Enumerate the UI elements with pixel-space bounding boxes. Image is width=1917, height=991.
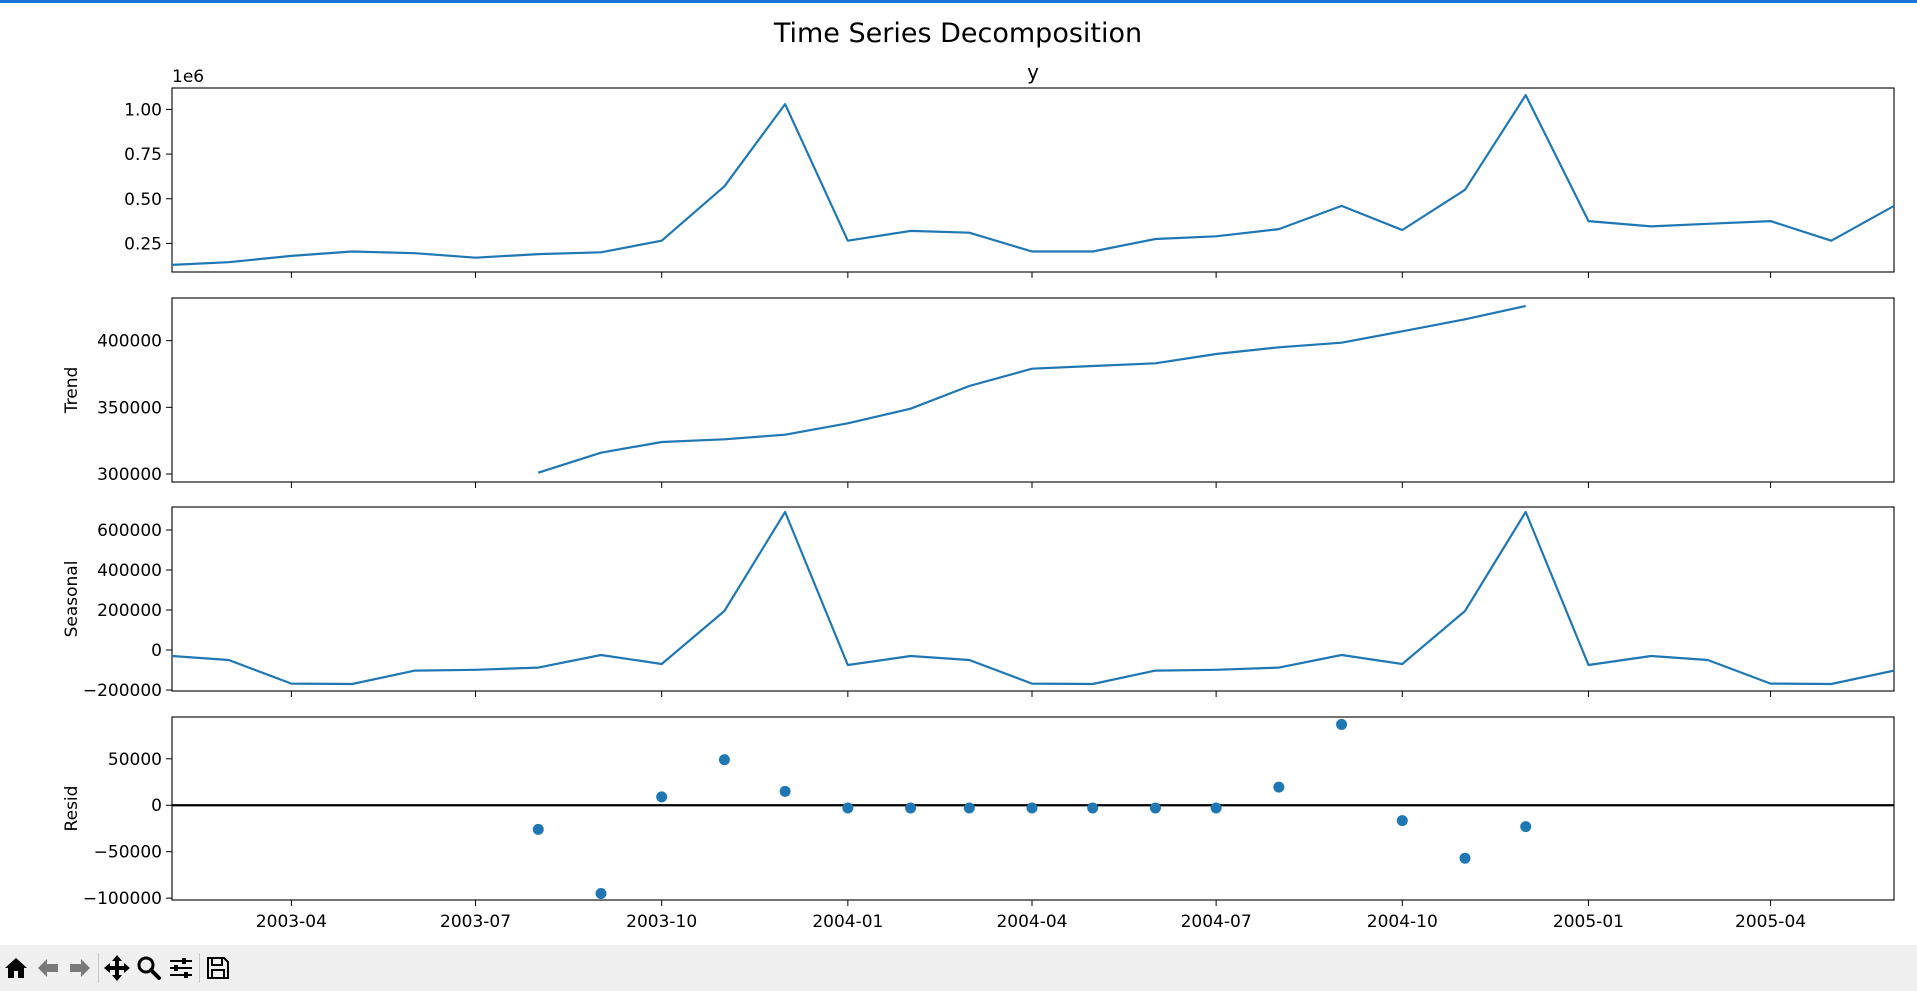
save-button[interactable] [202, 950, 234, 986]
y-axis-label: Resid [62, 786, 82, 832]
y-tick-label: 600000 [97, 521, 162, 541]
y-tick-label: 200000 [97, 601, 162, 621]
home-icon [5, 958, 27, 978]
subplot-1: 300000 350000 400000 Trend [62, 297, 1895, 488]
x-tick-label: 2005-01 [1553, 912, 1624, 932]
y-offset-label: 1e6 [172, 67, 204, 87]
y-tick-label: 0 [151, 641, 162, 661]
plot-area [172, 93, 1894, 266]
resid-point [595, 887, 607, 899]
resid-point [1520, 821, 1532, 833]
resid-point [842, 802, 854, 814]
home-button[interactable] [0, 950, 32, 986]
subplot-title: y [1027, 60, 1039, 84]
series-line [537, 304, 1526, 474]
x-tick-label: 2004-01 [812, 912, 883, 932]
y-tick-label: 1.00 [124, 100, 162, 120]
configure-subplots-icon [170, 958, 192, 978]
resid-point [1273, 781, 1285, 793]
navigation-toolbar [0, 945, 1917, 991]
series-line [172, 93, 1894, 266]
subplot-2: −200000 0 200000 400000 600000 Seasonal [62, 506, 1895, 701]
y-tick-label: 0.50 [124, 190, 162, 210]
pan-button[interactable] [101, 950, 133, 986]
resid-point [1087, 802, 1099, 814]
y-tick-label: 0.25 [124, 234, 162, 254]
y-tick-label: 0 [151, 796, 162, 816]
series-line [172, 510, 1894, 686]
x-tick-label: 2004-07 [1181, 912, 1252, 932]
forward-arrow-icon [70, 959, 90, 977]
zoom-button[interactable] [133, 950, 165, 986]
y-tick-label: −100000 [83, 889, 162, 909]
subplot-3: −100000 −50000 0 50000 2003-04 2003-07 2003-10… [62, 716, 1895, 932]
axes-frame [171, 716, 1895, 901]
toolbar-separator [98, 953, 99, 983]
y-tick-label: 50000 [108, 750, 162, 770]
y-tick-label: −200000 [83, 681, 162, 701]
resid-point [779, 785, 791, 797]
x-tick-label: 2005-04 [1735, 912, 1806, 932]
y-tick-label: 400000 [97, 332, 162, 352]
y-tick-label: 0.75 [124, 145, 162, 165]
back-arrow-icon [38, 959, 58, 977]
configure-subplots-button[interactable] [165, 950, 197, 986]
resid-point [656, 791, 668, 803]
y-tick-label: 350000 [97, 398, 162, 418]
x-tick-label: 2003-04 [256, 912, 327, 932]
plot-area [172, 718, 1894, 899]
plot-area [172, 510, 1894, 686]
x-tick-label: 2004-10 [1367, 912, 1438, 932]
axes-frame [171, 506, 1895, 692]
back-button[interactable] [32, 950, 64, 986]
resid-point [718, 754, 730, 766]
y-axis-label: Trend [62, 367, 82, 415]
forward-button[interactable] [64, 950, 96, 986]
y-tick-label: −50000 [94, 843, 162, 863]
window-top-border [0, 0, 1917, 3]
toolbar-separator [199, 953, 200, 983]
resid-point [1336, 718, 1348, 730]
x-tick-label: 2003-10 [626, 912, 697, 932]
zoom-icon [137, 956, 161, 980]
resid-point [963, 802, 975, 814]
plot-area [537, 304, 1526, 474]
resid-point [532, 823, 544, 835]
axes-frame [171, 297, 1895, 483]
save-icon [207, 957, 229, 979]
y-tick-label: 400000 [97, 561, 162, 581]
x-tick-label: 2004-04 [996, 912, 1067, 932]
figure-canvas: Time Series Decomposition 0.25 0.50 0.75 1.… [62, 18, 1895, 932]
resid-point [1026, 802, 1038, 814]
resid-point [905, 802, 917, 814]
resid-point [1396, 815, 1408, 827]
subplot-0: 0.25 0.50 0.75 1.00 y 1e6 [124, 60, 1895, 278]
figure-title: Time Series Decomposition [773, 18, 1142, 49]
resid-point [1210, 802, 1222, 814]
x-tick-label: 2003-07 [440, 912, 511, 932]
axes-frame [171, 87, 1895, 273]
pan-icon [104, 955, 130, 981]
y-axis-label: Seasonal [62, 561, 82, 638]
y-tick-label: 300000 [97, 465, 162, 485]
resid-point [1149, 802, 1161, 814]
resid-point [1459, 852, 1471, 864]
